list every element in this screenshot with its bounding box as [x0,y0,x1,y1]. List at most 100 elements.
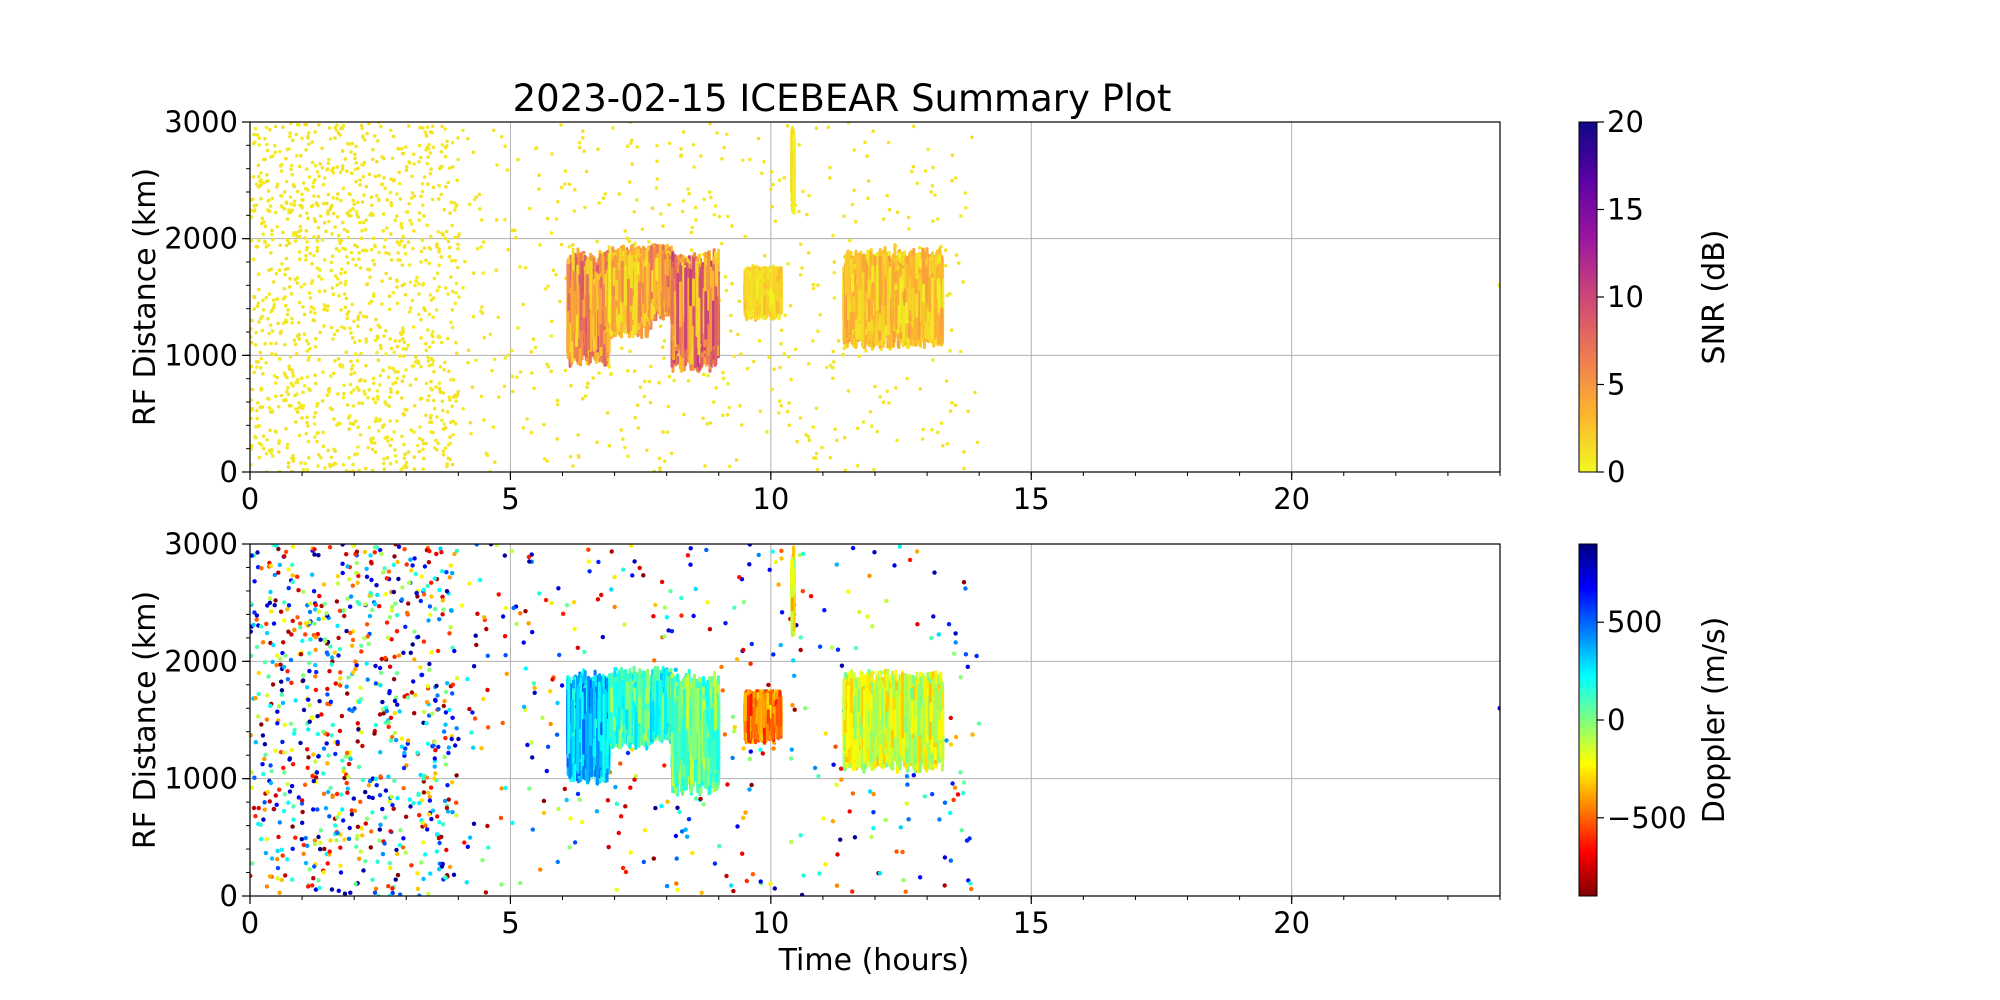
noise-point [425,223,430,228]
noise-point [450,140,455,145]
noise-point [292,199,297,204]
noise-point [270,408,274,413]
noise-point [357,251,361,255]
noise-point [720,157,724,161]
noise-point [250,447,253,451]
noise-point [258,365,263,370]
noise-point [412,404,417,408]
noise-point [424,148,428,152]
noise-point [752,359,756,364]
noise-point [313,219,318,224]
noise-point [662,356,666,361]
noise-point [345,254,349,259]
noise-point [852,148,856,152]
noise-point [448,435,452,440]
noise-point [424,258,428,263]
noise-point [327,126,332,130]
noise-point [259,443,264,447]
noise-point [357,379,362,383]
noise-point [265,173,269,177]
noise-point [950,400,954,405]
noise-point [324,229,328,234]
noise-point [721,413,725,418]
noise-point [332,332,337,337]
noise-point [250,318,254,323]
noise-point [370,203,374,208]
noise-point [428,293,433,297]
noise-point [397,243,402,247]
noise-point [250,463,253,467]
noise-point [441,452,446,457]
noise-point [368,275,372,280]
noise-point [290,316,294,321]
noise-point [303,461,308,466]
noise-point [250,398,253,402]
noise-point [290,370,295,375]
noise-point [340,164,345,168]
noise-point [832,360,836,364]
noise-point [400,434,404,439]
noise-point [385,198,390,202]
noise-point [329,374,333,378]
noise-point [556,200,560,204]
noise-point [287,364,291,369]
noise-point [307,291,312,295]
noise-point [339,271,343,276]
noise-point [342,227,347,232]
noise-point [432,398,436,403]
noise-point [270,232,274,237]
noise-point [331,196,335,200]
noise-point [387,294,392,299]
noise-point [627,239,632,244]
noise-point [315,404,319,408]
noise-point [290,456,294,460]
noise-point [354,161,359,165]
noise-point [421,441,426,446]
noise-point [709,195,713,200]
noise-point [336,277,340,281]
noise-point [435,288,440,293]
noise-point [376,197,381,202]
noise-point [367,301,372,306]
noise-point [353,340,357,345]
noise-point [403,452,408,457]
noise-point [701,416,705,421]
noise-point [431,330,435,334]
noise-point [286,308,290,312]
noise-point [290,138,295,143]
noise-point [586,381,590,386]
noise-point [408,218,412,223]
noise-point [782,352,787,356]
noise-point [410,364,415,368]
noise-point [326,448,331,453]
noise-point [250,406,255,411]
noise-point [389,390,393,395]
noise-point [388,276,393,281]
noise-point [257,238,261,243]
noise-point [445,144,449,148]
noise-point [250,416,253,421]
noise-point [401,346,406,351]
noise-point [457,232,462,236]
noise-point [595,440,599,445]
noise-point [970,135,974,140]
noise-point [438,390,443,395]
noise-point [418,436,422,441]
noise-point [338,170,343,175]
noise-point [269,251,273,255]
noise-point [687,191,691,196]
noise-point [870,424,874,429]
noise-point [503,144,507,148]
noise-point [373,134,377,138]
noise-point [554,217,559,221]
noise-point [282,286,287,291]
noise-point [866,179,871,183]
noise-point [407,202,411,206]
noise-point [421,467,425,471]
noise-point [828,165,832,170]
noise-point [341,246,345,251]
noise-point [340,220,345,225]
noise-point [441,391,446,395]
noise-point [447,254,452,259]
noise-point [578,145,582,150]
